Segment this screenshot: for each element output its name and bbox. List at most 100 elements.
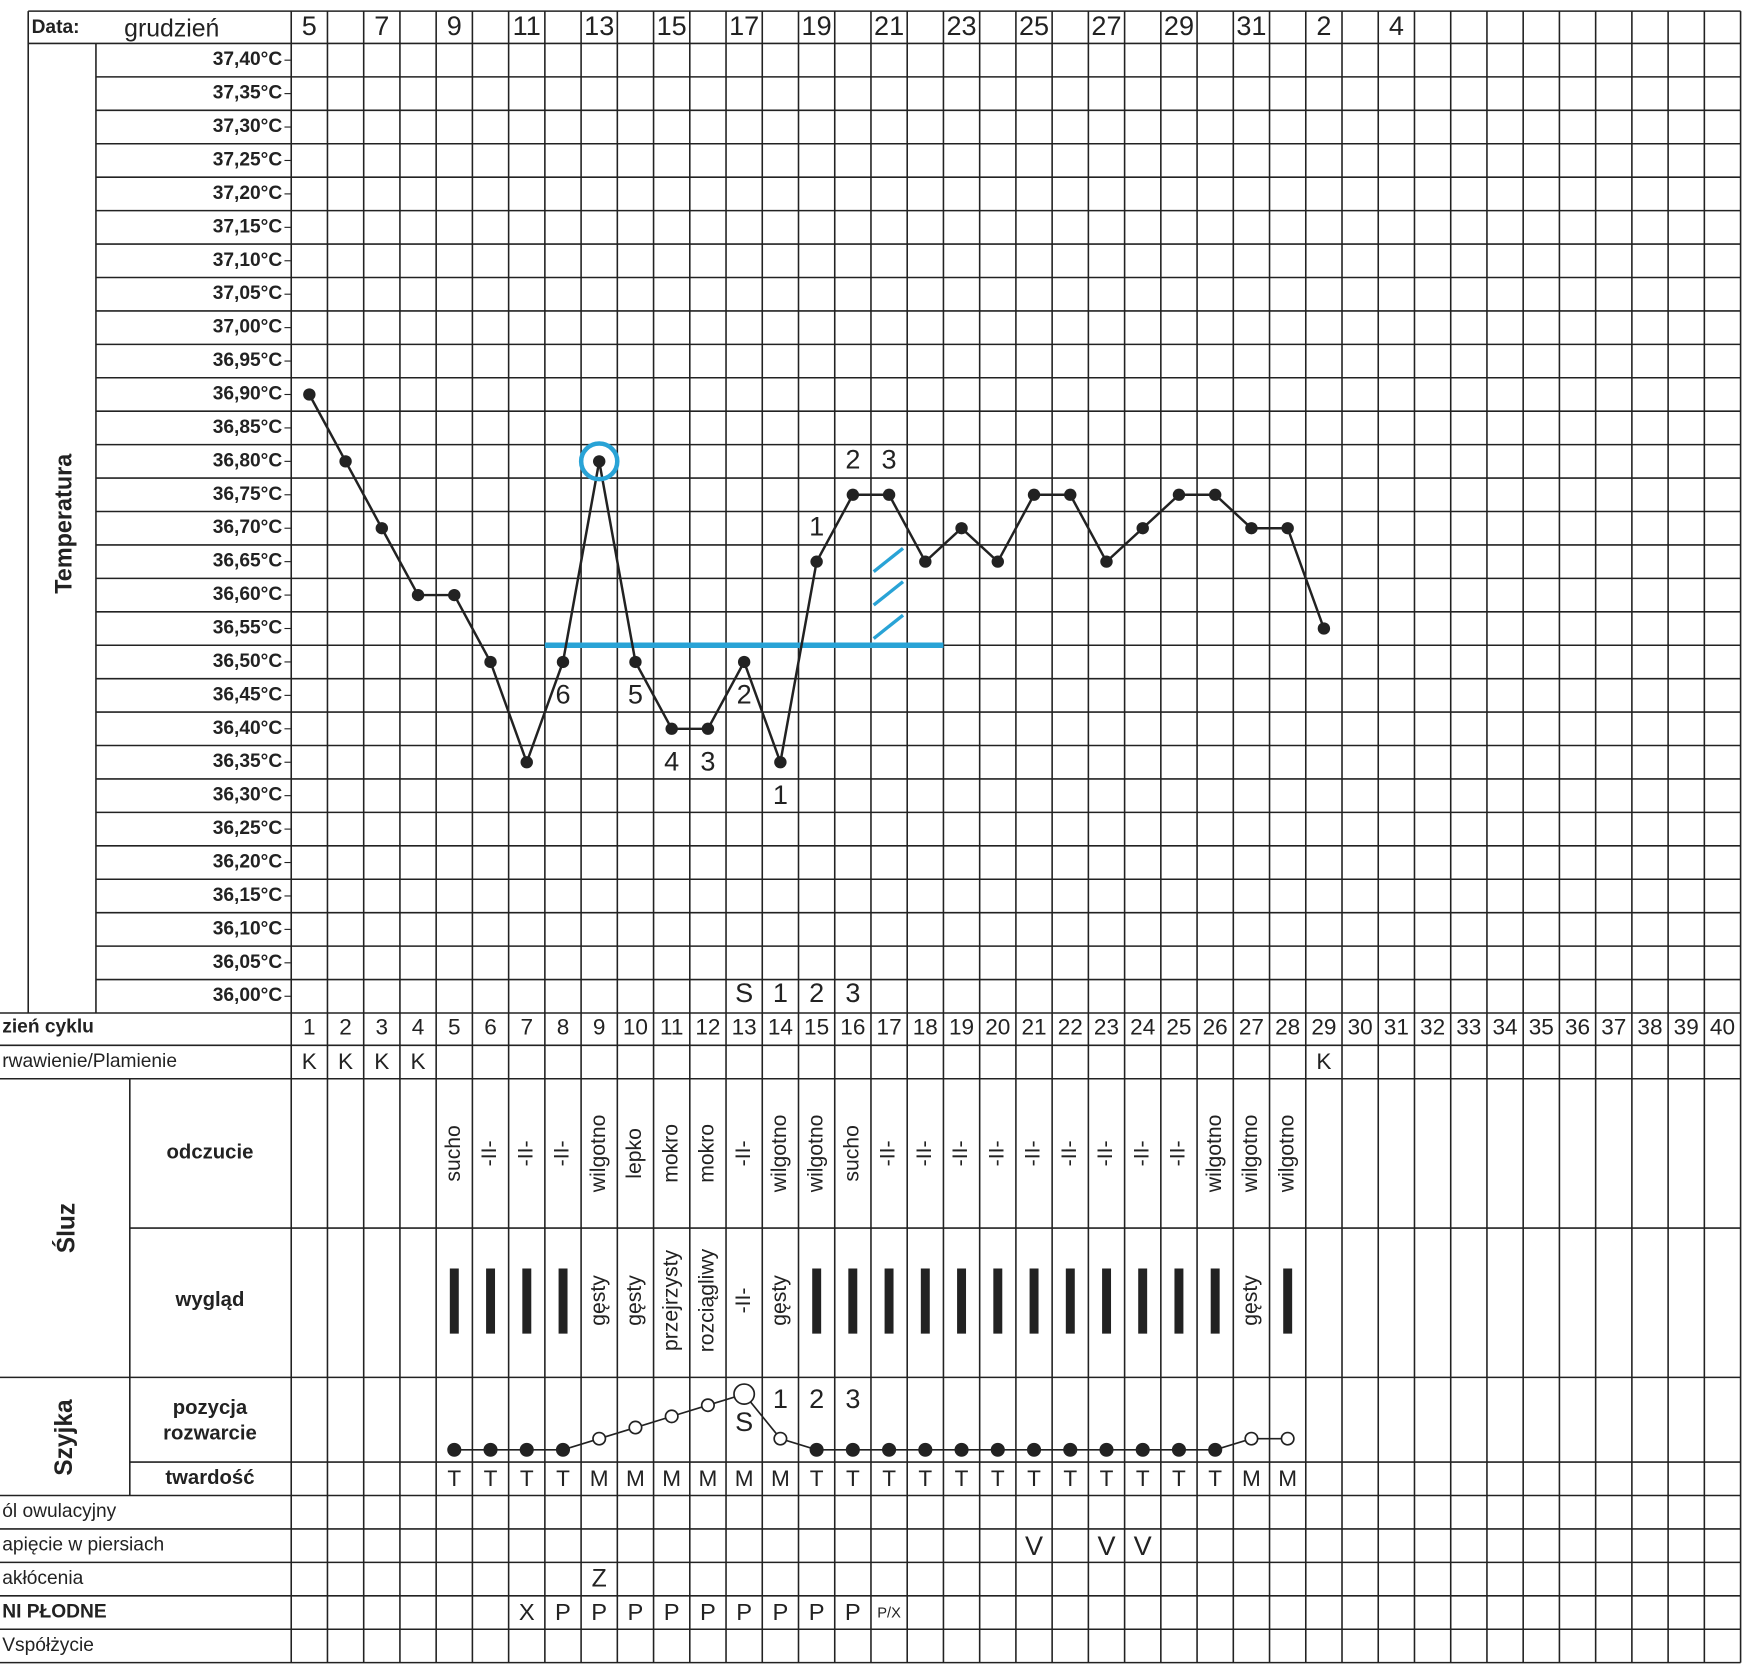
fertile-mark: P: [772, 1599, 788, 1625]
row-label: ól owulacyjny: [2, 1501, 116, 1522]
temperature-point: [593, 455, 606, 468]
date-label: 25: [1019, 11, 1049, 41]
temperature-point: [774, 756, 787, 769]
cycle-day: 17: [877, 1015, 902, 1040]
breast-mark: V: [1025, 1531, 1043, 1561]
mucus-appearance: gęsty: [622, 1275, 646, 1326]
temperature-point: [810, 555, 823, 568]
row-label: Vspółżycie: [2, 1635, 94, 1656]
high-count: 2: [845, 445, 860, 475]
cervix-point: [1244, 1431, 1259, 1446]
mucus-appearance: |: [1278, 1256, 1298, 1334]
cervix-point: [1280, 1431, 1295, 1446]
cycle-day: 32: [1420, 1015, 1445, 1040]
mucus-feeling: wilgotno: [1202, 1115, 1226, 1194]
cycle-day: 33: [1456, 1015, 1481, 1040]
cycle-day: 15: [804, 1015, 829, 1040]
fertile-mark: P: [628, 1599, 644, 1625]
cycle-day: 36: [1565, 1015, 1590, 1040]
mucus-feeling: -II-: [948, 1140, 972, 1166]
temperature-point: [411, 588, 425, 602]
row-label: rwawienie/Plamienie: [2, 1051, 177, 1072]
mucus-appearance: gęsty: [1238, 1275, 1262, 1326]
cervix-point: [733, 1383, 756, 1405]
date-label: 7: [374, 11, 389, 41]
high-count: 1: [809, 511, 824, 541]
bleeding-mark: K: [1316, 1049, 1331, 1074]
mucus-feeling: -II-: [1129, 1140, 1153, 1166]
temperature-point: [919, 555, 932, 568]
row-label: twardość: [165, 1467, 254, 1489]
peak-mark: S: [735, 1407, 753, 1437]
firmness: M: [662, 1466, 681, 1491]
mucus-feeling: sucho: [839, 1125, 863, 1181]
peak-mark: 1: [773, 1384, 788, 1414]
date-label: 4: [1389, 11, 1404, 41]
cervix-point: [628, 1420, 643, 1435]
bleeding-mark: K: [411, 1049, 426, 1074]
y-tick-label: 36,05°C: [213, 952, 283, 973]
date-label: 13: [584, 11, 614, 41]
low-count: 1: [773, 780, 788, 810]
peak-mark: 1: [773, 978, 788, 1008]
row-label: zień cyklu: [2, 1017, 94, 1038]
low-count: 6: [555, 680, 570, 710]
mucus-appearance: |: [1205, 1256, 1225, 1334]
y-tick-label: 36,60°C: [213, 584, 283, 605]
fertile-mark: P: [591, 1599, 607, 1625]
fertile-mark: P: [555, 1599, 571, 1625]
mucus-feeling: wilgotno: [767, 1115, 791, 1194]
mucus-feeling: wilgotno: [1274, 1115, 1298, 1194]
y-tick-label: 36,45°C: [213, 684, 283, 705]
mucus-appearance: gęsty: [586, 1275, 610, 1326]
mucus-appearance: |: [952, 1256, 972, 1334]
y-tick-label: 37,00°C: [213, 317, 283, 338]
temperature-point: [1317, 622, 1331, 635]
cycle-day: 6: [484, 1015, 497, 1040]
fertile-mark: X: [519, 1599, 535, 1625]
mucus-appearance: |: [444, 1256, 464, 1334]
y-tick-label: 36,65°C: [213, 551, 283, 572]
row-label: rozwarcie: [163, 1423, 257, 1445]
firmness: T: [1208, 1466, 1222, 1491]
row-label: NI PŁODNE: [2, 1602, 106, 1623]
low-count: 4: [664, 747, 679, 777]
temperature-point: [991, 555, 1004, 568]
cervix-point: [1063, 1442, 1078, 1457]
mucus-feeling: -II-: [1165, 1140, 1189, 1166]
low-count: 2: [737, 680, 752, 710]
firmness: T: [484, 1466, 498, 1491]
temperature-point: [846, 488, 860, 501]
cervix-point: [447, 1442, 462, 1457]
date-label: 15: [657, 11, 687, 41]
low-count: 5: [628, 680, 643, 710]
y-tick-label: 36,85°C: [213, 417, 283, 438]
cycle-day: 35: [1529, 1015, 1554, 1040]
cervix-point: [555, 1442, 571, 1457]
mucus-appearance: |: [807, 1256, 827, 1334]
y-tick-label: 36,90°C: [213, 384, 283, 405]
cycle-day: 5: [448, 1015, 461, 1040]
mucus-appearance: |: [879, 1256, 899, 1334]
y-tick-label: 36,50°C: [213, 651, 283, 672]
cycle-day: 40: [1710, 1015, 1735, 1040]
mucus-feeling: -II-: [1021, 1140, 1045, 1166]
cycle-day: 22: [1058, 1015, 1083, 1040]
mucus-appearance: |: [481, 1256, 501, 1334]
y-tick-label: 37,05°C: [213, 283, 283, 304]
cycle-day: 31: [1384, 1015, 1409, 1040]
mucus-feeling: sucho: [441, 1125, 465, 1181]
firmness: T: [918, 1466, 932, 1491]
mucus-feeling: -II-: [550, 1140, 574, 1166]
high-count: 3: [882, 445, 897, 475]
section-label: Śluz: [52, 1203, 80, 1253]
mucus-appearance: |: [1169, 1256, 1189, 1334]
cycle-day: 20: [985, 1015, 1010, 1040]
cervix-point: [1099, 1442, 1114, 1457]
cervix-point: [990, 1442, 1005, 1457]
cervix-point: [1171, 1442, 1187, 1457]
cycle-day: 19: [949, 1015, 974, 1040]
y-tick-label: 36,35°C: [213, 751, 283, 772]
firmness: T: [1063, 1466, 1077, 1491]
cervix-point: [1208, 1442, 1223, 1457]
